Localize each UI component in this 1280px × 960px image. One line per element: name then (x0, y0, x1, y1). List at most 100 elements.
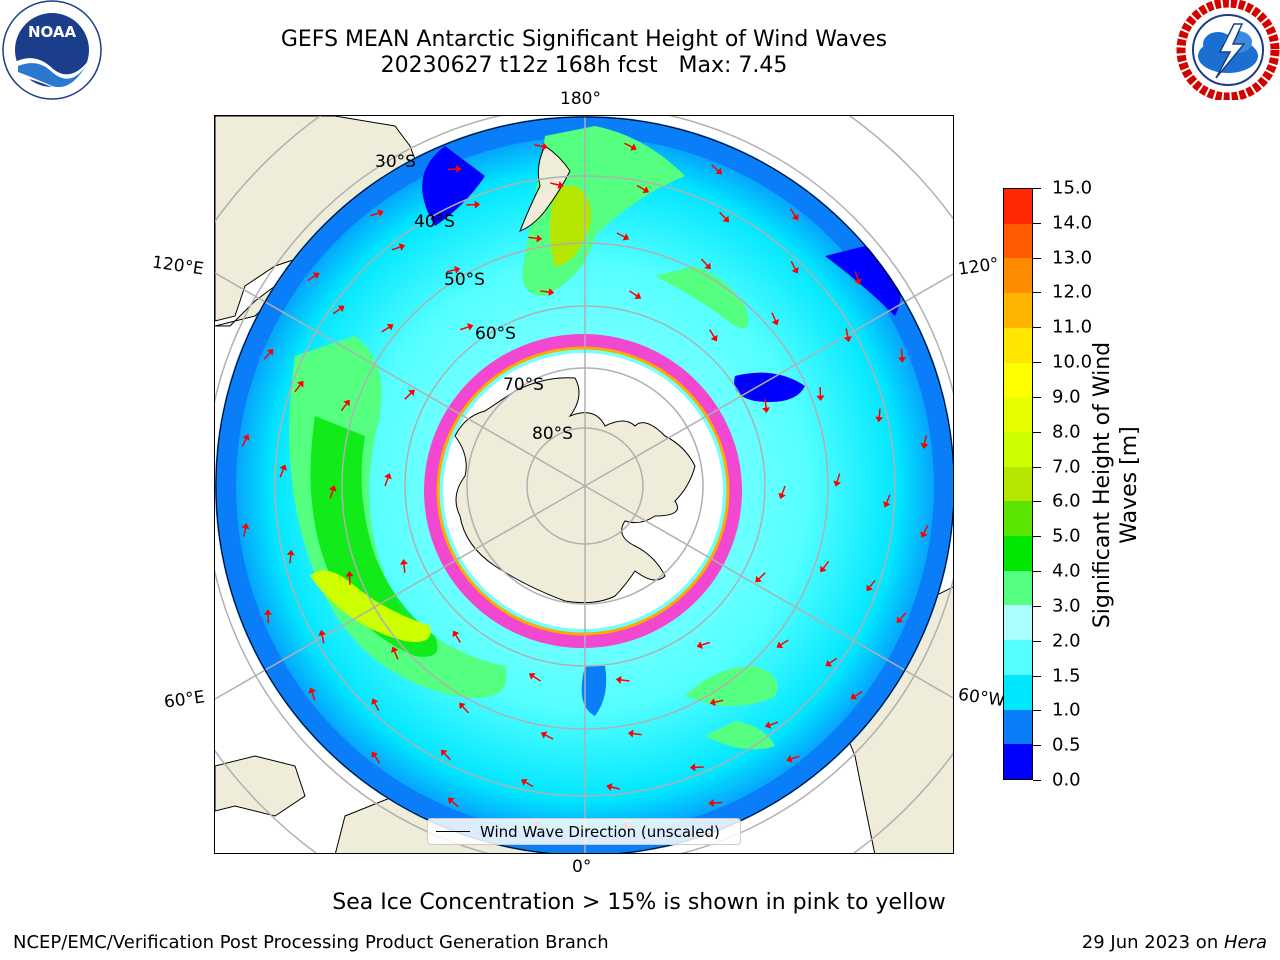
wind-wave-arrows (241, 142, 929, 830)
colorbar-tick (1033, 536, 1041, 538)
colorbar-tick (1033, 257, 1041, 259)
lat-label-70s: 70°S (503, 375, 544, 395)
wave-direction-arrow (340, 403, 348, 412)
wave-direction-arrowhead (920, 442, 929, 449)
wave-direction-arrowhead (398, 243, 406, 251)
wave-direction-arrowhead (722, 215, 730, 223)
wave-direction-arrowhead (440, 749, 448, 757)
colorbar-tick (1033, 362, 1041, 364)
wave-direction-arrowhead (399, 559, 408, 565)
wave-direction-arrowhead (557, 181, 564, 189)
colorbar-tick-label: 7.0 (1052, 456, 1081, 478)
colorbar-segment (1004, 223, 1032, 259)
footer-producer: NCEP/EMC/Verification Post Processing Pr… (13, 932, 609, 953)
wave-direction-arrowhead (786, 755, 793, 763)
wave-direction-arrow (370, 212, 380, 217)
wave-direction-arrow (391, 246, 401, 251)
antarctica (454, 377, 696, 604)
wave-direction-arrowhead (850, 692, 858, 700)
lon-label-60e: 60°E (162, 687, 207, 713)
wave-direction-arrowhead (875, 416, 884, 423)
wave-direction-arrowhead (696, 641, 703, 649)
lon-label-180: 180° (560, 89, 601, 109)
wave-direction-arrowhead (454, 265, 461, 274)
wave-direction-arrow (632, 732, 642, 736)
wave-direction-arrow (822, 560, 830, 569)
wave-direction-arrow (700, 258, 709, 267)
colorbar-tick (1033, 675, 1041, 677)
wave-direction-arrowhead (459, 702, 466, 710)
wave-direction-arrowhead (634, 292, 642, 299)
wave-direction-arrow (616, 232, 626, 238)
wave-direction-arrow (241, 438, 247, 447)
colorbar-tick (1033, 605, 1041, 607)
wave-direction-arrow (854, 271, 859, 281)
wave-direction-arrowhead (329, 485, 337, 492)
wave-direction-arrowhead (263, 609, 272, 615)
wave-direction-arrow (447, 168, 457, 171)
colorbar-segment (1004, 362, 1032, 398)
colorbar-segment (1004, 674, 1032, 710)
wave-direction-arrow (709, 329, 716, 338)
wave-direction-arrow (610, 786, 620, 790)
wave-direction-arrow (620, 679, 630, 682)
wave-direction-arrowhead (615, 675, 622, 684)
wave-direction-arrowhead (710, 334, 718, 342)
colorbar-segment (1004, 327, 1032, 363)
wave-direction-arrowhead (866, 584, 873, 592)
wave-direction-arrowhead (825, 659, 833, 667)
wave-direction-arrowhead (791, 213, 799, 221)
wave-direction-arrowhead (456, 164, 462, 173)
wave-direction-arrowhead (308, 687, 316, 694)
wave-direction-arrow (854, 690, 863, 698)
wave-direction-arrow (454, 634, 461, 643)
colorbar-tick-label: 3.0 (1052, 595, 1081, 617)
wave-direction-arrowhead (474, 200, 481, 209)
wave-direction-arrowhead (337, 305, 345, 313)
chart-subtitle: 20230627 t12z 168h fcst Max: 7.45 (380, 53, 788, 78)
colorbar-segment (1004, 605, 1032, 641)
colorbar-segment (1004, 293, 1032, 328)
colorbar-segment (1004, 570, 1032, 606)
colorbar-tick-label: 10.0 (1052, 351, 1093, 373)
wave-direction-arrowhead (447, 797, 455, 805)
colorbar-tick (1033, 710, 1041, 712)
wave-direction-arrow (629, 290, 638, 297)
wave-direction-arrow (790, 755, 800, 760)
wave-direction-arrowhead (297, 380, 304, 388)
wave-direction-arrow (524, 781, 534, 788)
lon-label-60w: 60°W (956, 684, 1007, 712)
wave-direction-arrow (769, 721, 779, 726)
wave-direction-arrow (771, 312, 777, 322)
wave-direction-arrowhead (833, 480, 841, 487)
wave-direction-arrowhead (452, 630, 460, 638)
wave-direction-arrow (267, 614, 270, 624)
wave-direction-arrowhead (630, 143, 637, 151)
wave-direction-arrow (460, 326, 470, 331)
wave-direction-arrowhead (540, 731, 548, 739)
wave-direction-arrowhead (820, 565, 827, 573)
wave-direction-arrow (289, 554, 292, 564)
wave-direction-arrow (461, 705, 470, 714)
nws-logo (1176, 0, 1280, 100)
wave-direction-arrowhead (536, 234, 543, 243)
wave-direction-arrow (885, 494, 891, 504)
colorbar-tick-label: 2.0 (1052, 630, 1081, 652)
wave-direction-arrowhead (390, 646, 399, 654)
wave-direction-arrow (540, 290, 550, 293)
wave-direction-arrow (446, 268, 456, 273)
lat-label-40s: 40°S (414, 212, 455, 232)
wave-direction-arrowhead (642, 186, 650, 194)
colorbar-segment (1004, 640, 1032, 675)
colorbar-tick-label: 9.0 (1052, 386, 1081, 408)
wave-direction-arrow (534, 143, 544, 148)
wave-direction-arrowhead (541, 142, 548, 151)
wave-direction-arrow (384, 477, 389, 487)
wave-direction-arrow (450, 800, 459, 808)
wave-direction-arrow (624, 142, 633, 148)
wave-direction-arrow (544, 734, 554, 740)
colorbar-tick (1033, 222, 1041, 224)
wave-direction-arrowhead (345, 571, 354, 577)
colorbar-tick-label: 12.0 (1052, 281, 1093, 303)
wave-direction-arrow (373, 755, 381, 764)
